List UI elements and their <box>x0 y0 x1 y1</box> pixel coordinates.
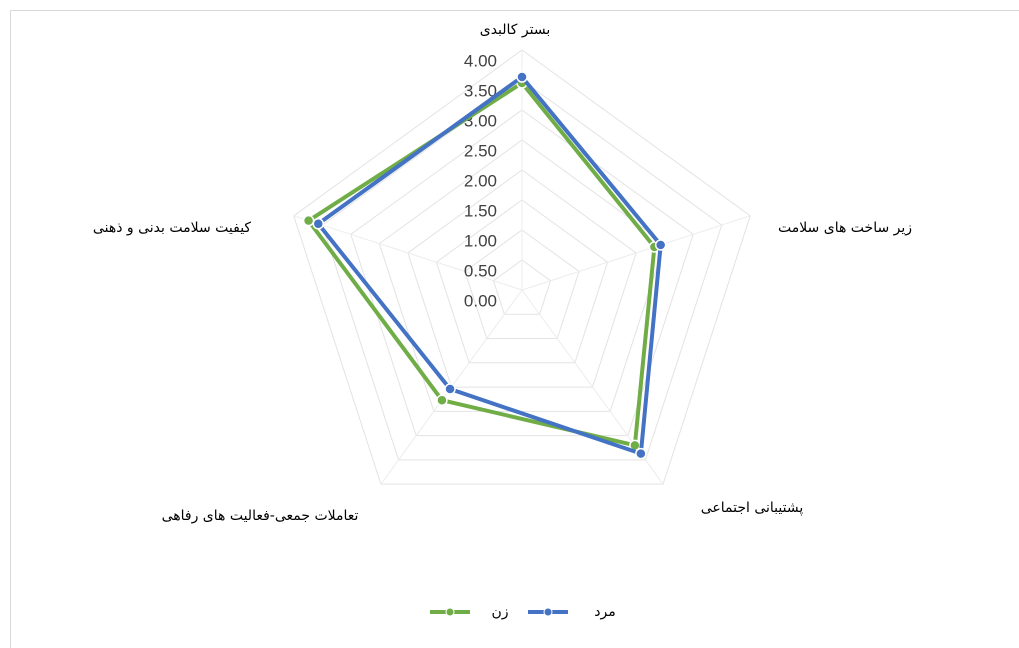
legend-label: مرد <box>594 604 615 620</box>
category-label: کیفیت سلامت بدنی و ذهنی <box>93 220 251 236</box>
data-point <box>302 214 315 227</box>
legend-marker <box>543 607 553 617</box>
grid-line <box>350 109 694 437</box>
grid-line <box>293 49 751 485</box>
grid-line <box>407 169 637 388</box>
y-tick-label: 4.00 <box>464 51 497 70</box>
data-point <box>516 71 528 83</box>
spoke <box>521 215 751 291</box>
grid-line <box>464 229 580 340</box>
data-point <box>654 239 667 251</box>
data-point <box>635 447 647 460</box>
category-label: تعاملات جمعی-فعالیت های رفاهی <box>162 508 359 524</box>
y-tick-label: 2.00 <box>464 171 497 190</box>
y-tick-label: 1.00 <box>464 231 497 250</box>
spoke <box>293 215 523 291</box>
series-line <box>306 81 657 448</box>
data-point <box>444 383 456 395</box>
chart-border <box>10 10 1019 648</box>
y-tick-label: 0.50 <box>464 261 497 280</box>
legend-label: زن <box>491 604 508 620</box>
grid-line <box>492 259 552 315</box>
category-label: پشتیبانی اجتماعی <box>701 500 804 516</box>
y-tick-label: 2.50 <box>464 141 497 160</box>
category-label: بستر کالبدی <box>480 22 551 38</box>
grid-line <box>435 199 609 364</box>
y-tick-label: 3.50 <box>464 81 497 100</box>
legend-marker <box>445 607 455 617</box>
category-label: زیر ساخت های سلامت <box>778 220 912 236</box>
data-point <box>436 394 448 406</box>
data-point <box>312 218 325 230</box>
y-tick-label: 0.00 <box>464 291 497 310</box>
grid-line <box>321 79 723 461</box>
y-tick-label: 1.50 <box>464 201 497 220</box>
series-line <box>316 75 663 456</box>
